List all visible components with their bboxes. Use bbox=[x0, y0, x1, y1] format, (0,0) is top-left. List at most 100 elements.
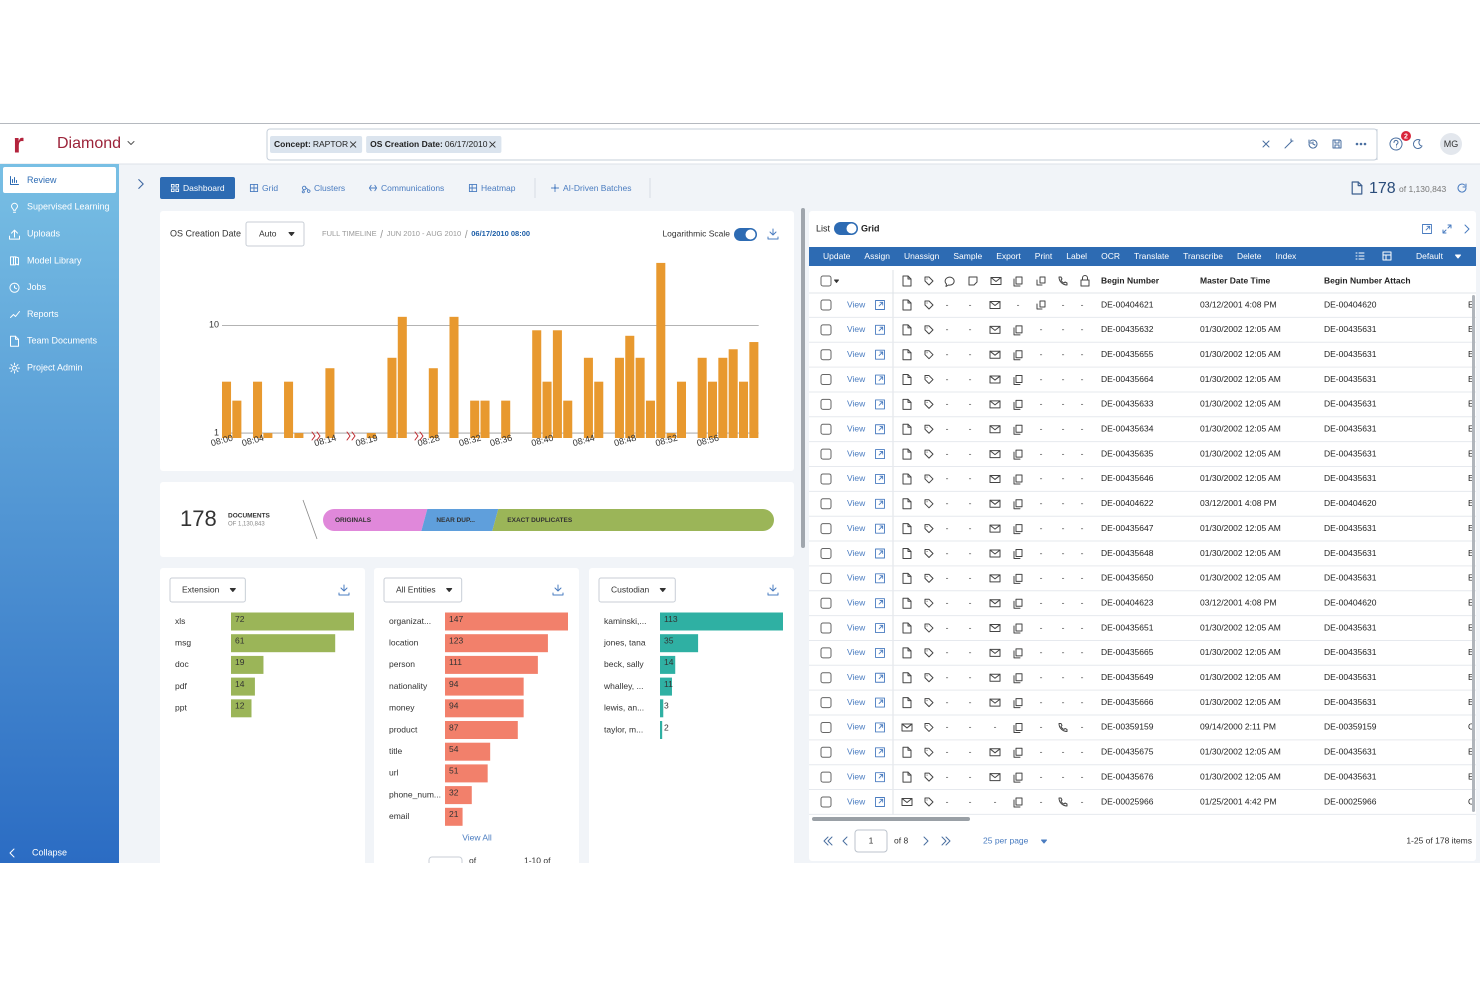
bar[interactable] bbox=[428, 368, 438, 438]
view-preset[interactable]: Default bbox=[1416, 251, 1444, 261]
row-checkbox[interactable] bbox=[820, 572, 832, 584]
view-link[interactable]: View bbox=[847, 424, 866, 434]
view-link[interactable]: View bbox=[847, 399, 866, 409]
view-link[interactable]: View bbox=[847, 523, 866, 533]
bar[interactable] bbox=[532, 330, 542, 438]
row-checkbox[interactable] bbox=[820, 473, 832, 485]
bar[interactable] bbox=[594, 381, 604, 438]
action-button[interactable]: OCR bbox=[1101, 251, 1120, 261]
view-link[interactable]: View bbox=[847, 473, 866, 483]
avatar[interactable] bbox=[1440, 133, 1462, 155]
project-name[interactable]: Diamond bbox=[57, 135, 121, 152]
view-link[interactable]: View bbox=[847, 697, 866, 707]
bar[interactable] bbox=[445, 699, 524, 718]
bar[interactable] bbox=[666, 433, 676, 438]
bar[interactable] bbox=[563, 400, 573, 438]
bar[interactable] bbox=[676, 381, 686, 438]
row-checkbox[interactable] bbox=[820, 746, 832, 758]
bar[interactable] bbox=[445, 742, 491, 761]
bar[interactable] bbox=[253, 381, 263, 438]
stacked-segment[interactable] bbox=[421, 509, 499, 531]
row-checkbox[interactable] bbox=[820, 324, 832, 336]
view-link[interactable]: View bbox=[847, 374, 866, 384]
breadcrumb[interactable]: JUN 2010 - AUG 2010 bbox=[387, 229, 462, 238]
tab-active[interactable] bbox=[160, 177, 235, 199]
view-link[interactable]: View bbox=[847, 498, 866, 508]
tab[interactable]: Grid bbox=[262, 183, 278, 193]
stacked-segment[interactable] bbox=[308, 509, 428, 531]
bar[interactable] bbox=[625, 335, 635, 438]
view-link[interactable]: View bbox=[847, 722, 866, 732]
bar[interactable] bbox=[660, 721, 663, 739]
tab[interactable]: Dashboard bbox=[183, 183, 225, 193]
bar[interactable] bbox=[445, 721, 518, 739]
sidebar-item[interactable]: Supervised Learning bbox=[27, 202, 110, 212]
row-checkbox[interactable] bbox=[820, 349, 832, 361]
view-link[interactable]: View bbox=[847, 349, 866, 359]
sidebar-item[interactable]: Reports bbox=[27, 309, 59, 319]
tab[interactable]: AI-Driven Batches bbox=[563, 183, 632, 193]
view-all-link[interactable]: View All bbox=[462, 832, 492, 842]
bar[interactable] bbox=[294, 433, 304, 438]
bar[interactable] bbox=[718, 357, 728, 438]
per-page[interactable]: 25 per page bbox=[983, 835, 1029, 845]
action-button[interactable]: Export bbox=[996, 251, 1021, 261]
sidebar-item[interactable]: Team Documents bbox=[27, 336, 98, 346]
bar[interactable] bbox=[445, 764, 488, 783]
row-checkbox[interactable] bbox=[820, 548, 832, 559]
action-button[interactable]: Index bbox=[1276, 251, 1298, 261]
bar[interactable] bbox=[222, 381, 232, 438]
breakdown-dropdown[interactable] bbox=[383, 577, 463, 603]
view-link[interactable]: View bbox=[847, 548, 866, 558]
bar[interactable] bbox=[231, 655, 264, 674]
bar[interactable] bbox=[232, 400, 242, 438]
action-button[interactable]: Delete bbox=[1237, 251, 1262, 261]
bar[interactable] bbox=[739, 381, 749, 438]
bar[interactable] bbox=[231, 634, 336, 653]
bar[interactable] bbox=[660, 634, 699, 653]
breadcrumb[interactable]: FULL TIMELINE bbox=[322, 229, 377, 238]
view-link[interactable]: View bbox=[847, 299, 866, 309]
breakdown-dropdown[interactable] bbox=[169, 577, 246, 603]
bar[interactable] bbox=[656, 262, 666, 438]
bar[interactable] bbox=[445, 786, 472, 805]
bar[interactable] bbox=[231, 677, 255, 696]
row-checkbox[interactable] bbox=[820, 771, 832, 783]
bar[interactable] bbox=[707, 381, 718, 438]
bar[interactable] bbox=[660, 677, 672, 696]
view-link[interactable]: View bbox=[847, 448, 866, 458]
bar[interactable] bbox=[728, 349, 738, 438]
action-button[interactable]: Translate bbox=[1134, 251, 1169, 261]
bar[interactable] bbox=[366, 433, 376, 438]
action-button[interactable]: Print bbox=[1035, 251, 1053, 261]
collapse-button[interactable]: Collapse bbox=[32, 847, 67, 857]
interval-dropdown[interactable] bbox=[245, 221, 305, 247]
filter-chip[interactable]: OS Creation Date: 06/17/2010 bbox=[366, 136, 502, 153]
row-checkbox[interactable] bbox=[820, 697, 832, 709]
view-link[interactable]: View bbox=[847, 796, 866, 806]
action-button[interactable]: Unassign bbox=[904, 251, 940, 261]
bar[interactable] bbox=[480, 400, 490, 438]
action-button[interactable]: Assign bbox=[864, 251, 890, 261]
bar[interactable] bbox=[697, 357, 707, 438]
row-checkbox[interactable] bbox=[820, 647, 832, 659]
bar[interactable] bbox=[445, 807, 463, 826]
bar[interactable] bbox=[445, 677, 524, 696]
row-checkbox[interactable] bbox=[820, 622, 832, 634]
bar[interactable] bbox=[660, 612, 783, 631]
action-button[interactable]: Sample bbox=[953, 251, 982, 261]
bar[interactable] bbox=[387, 357, 397, 438]
bar[interactable] bbox=[263, 433, 273, 438]
sidebar-item[interactable]: Jobs bbox=[27, 282, 47, 292]
row-checkbox[interactable] bbox=[820, 523, 832, 535]
view-link[interactable]: View bbox=[847, 647, 866, 657]
bar[interactable] bbox=[445, 655, 538, 674]
sidebar-item[interactable]: Model Library bbox=[27, 255, 82, 265]
tab[interactable]: Clusters bbox=[314, 183, 345, 193]
row-checkbox[interactable] bbox=[820, 597, 832, 609]
row-checkbox[interactable] bbox=[820, 374, 832, 386]
select-all-checkbox[interactable] bbox=[820, 275, 832, 287]
row-checkbox[interactable] bbox=[820, 672, 832, 684]
view-link[interactable]: View bbox=[847, 747, 866, 757]
action-button[interactable]: Label bbox=[1066, 251, 1087, 261]
